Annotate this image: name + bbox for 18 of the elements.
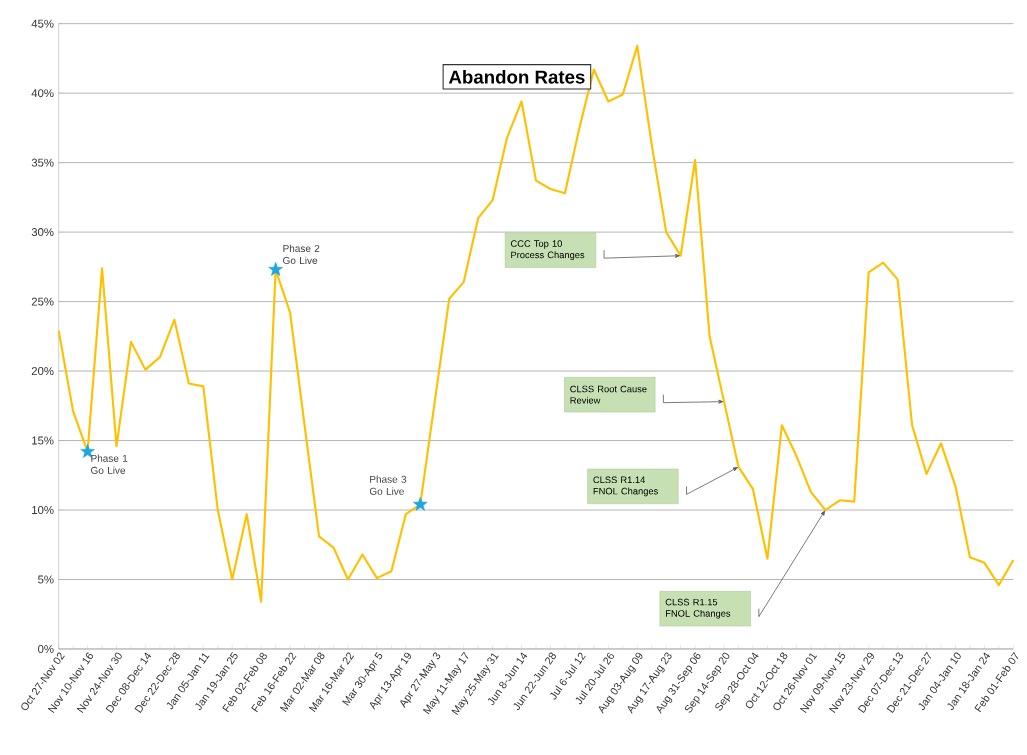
annotation: CCC Top 10 Process Changes: [510, 240, 585, 261]
text: Abandon Rates: [448, 69, 585, 84]
y-tick-label: 20%: [31, 367, 54, 376]
annotation: CLSS Root Cause Review: [570, 385, 647, 404]
y-tick-label: 10%: [32, 506, 54, 515]
annotation: CLSS R1.14 FNOL Changes: [593, 476, 658, 497]
y-tick-label: 30%: [31, 228, 54, 237]
annotation: Phase 2 Go Live: [283, 244, 320, 265]
y-tick-label: 5%: [38, 575, 54, 584]
y-tick-label: 25%: [31, 297, 54, 306]
y-tick-label: 45%: [31, 19, 54, 28]
y-tick-label: 0%: [38, 644, 54, 653]
y-tick-label: 40%: [31, 89, 54, 98]
annotation: Phase 3 Go Live: [369, 475, 407, 495]
annotation: Phase 1 Go Live: [91, 454, 128, 474]
y-tick-label: 15%: [32, 436, 54, 445]
y-tick-label: 35%: [31, 158, 54, 167]
annotation: CLSS R1.15 FNOL Changes: [665, 598, 731, 619]
